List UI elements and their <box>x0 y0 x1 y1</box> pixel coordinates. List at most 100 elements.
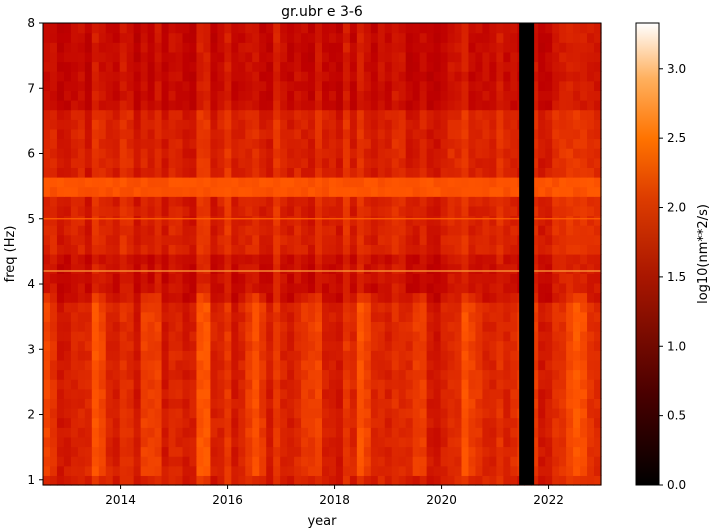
heatmap-cell <box>238 234 246 245</box>
heatmap-cell <box>161 408 170 419</box>
heatmap-cell <box>63 138 72 149</box>
heatmap-cell <box>301 446 309 457</box>
heatmap-cell <box>405 205 414 217</box>
heatmap-cell <box>84 427 93 438</box>
heatmap-cell <box>545 205 553 217</box>
heatmap-cell <box>77 71 86 82</box>
heatmap-cell <box>105 148 114 159</box>
heatmap-cell <box>566 408 574 419</box>
heatmap-cell <box>559 23 567 34</box>
heatmap-cell <box>294 475 302 486</box>
heatmap-cell <box>147 167 156 178</box>
heatmap-cell <box>545 128 553 140</box>
heatmap-cell <box>77 417 86 428</box>
heatmap-cell <box>168 388 177 399</box>
heatmap-cell <box>105 254 114 265</box>
heatmap-cell <box>426 138 435 149</box>
heatmap-cell <box>196 148 205 159</box>
heatmap-cell <box>503 51 511 63</box>
heatmap-cell <box>189 292 198 303</box>
heatmap-cell <box>217 302 225 313</box>
heatmap-cell <box>49 408 58 419</box>
heatmap-cell <box>328 100 337 111</box>
heatmap-cell <box>356 138 365 149</box>
heatmap-cell <box>147 263 156 274</box>
heatmap-cell <box>189 302 198 313</box>
heatmap-cell <box>98 109 107 120</box>
heatmap-cell <box>119 32 128 43</box>
heatmap-cell <box>531 23 539 34</box>
heatmap-cell <box>154 273 163 284</box>
heatmap-cell <box>252 321 260 332</box>
heatmap-cell <box>168 446 177 457</box>
heatmap-cell <box>231 90 239 101</box>
heatmap-cell <box>315 177 323 188</box>
heatmap-cell <box>545 273 553 284</box>
heatmap-cell <box>552 234 560 245</box>
heatmap-cell <box>580 100 588 111</box>
heatmap-cell <box>489 177 497 188</box>
heatmap-cell <box>426 321 435 332</box>
heatmap-cell <box>252 244 260 255</box>
heatmap-cell <box>84 128 93 140</box>
heatmap-cell <box>440 23 449 34</box>
heatmap-cell <box>70 446 79 457</box>
heatmap-cell <box>147 292 156 303</box>
heatmap-cell <box>112 388 121 399</box>
heatmap-cell <box>280 71 288 82</box>
heatmap-cell <box>49 225 58 236</box>
heatmap-cell <box>545 71 553 82</box>
heatmap-cell <box>98 71 107 82</box>
heatmap-cell <box>315 331 323 342</box>
heatmap-cell <box>315 61 323 72</box>
heatmap-cell <box>98 225 107 236</box>
heatmap-cell <box>552 465 560 476</box>
heatmap-cell <box>252 225 260 236</box>
heatmap-cell <box>63 350 72 361</box>
heatmap-cell <box>196 109 205 120</box>
heatmap-cell <box>370 51 379 63</box>
heatmap-cell <box>322 331 330 342</box>
heatmap-cell <box>112 71 121 82</box>
heatmap-cell <box>566 302 574 313</box>
heatmap-cell <box>328 321 337 332</box>
heatmap-cell <box>217 379 225 390</box>
heatmap-cell <box>217 311 225 322</box>
heatmap-cell <box>475 436 484 448</box>
heatmap-cell <box>496 282 504 294</box>
heatmap-cell <box>63 196 72 207</box>
heatmap-cell <box>231 196 239 207</box>
heatmap-cell <box>126 263 135 274</box>
heatmap-cell <box>119 109 128 120</box>
heatmap-cell <box>112 148 121 159</box>
heatmap-cell <box>489 167 497 178</box>
heatmap-cell <box>168 90 177 101</box>
heatmap-cell <box>43 225 51 236</box>
heatmap-cell <box>315 23 323 34</box>
heatmap-cell <box>315 71 323 82</box>
heatmap-cell <box>43 311 51 322</box>
heatmap-cell <box>280 446 288 457</box>
heatmap-cell <box>224 350 232 361</box>
heatmap-cell <box>538 292 546 303</box>
heatmap-cell <box>412 23 421 34</box>
heatmap-cell <box>294 465 302 476</box>
heatmap-cell <box>252 23 260 34</box>
heatmap-cell <box>426 388 435 399</box>
heatmap-cell <box>217 61 225 72</box>
heatmap-cell <box>587 475 595 486</box>
heatmap-cell <box>154 340 163 351</box>
heatmap-cell <box>126 436 135 448</box>
heatmap-cell <box>405 61 414 72</box>
heatmap-cell <box>308 196 316 207</box>
heatmap-cell <box>489 157 497 168</box>
heatmap-cell <box>545 398 553 409</box>
heatmap-cell <box>356 465 365 476</box>
heatmap-cell <box>475 282 484 294</box>
heatmap-cell <box>322 446 330 457</box>
heatmap-cell <box>335 109 344 120</box>
heatmap-cell <box>224 398 232 409</box>
heatmap-cell <box>301 321 309 332</box>
heatmap-cell <box>587 119 595 130</box>
heatmap-cell <box>461 465 470 476</box>
